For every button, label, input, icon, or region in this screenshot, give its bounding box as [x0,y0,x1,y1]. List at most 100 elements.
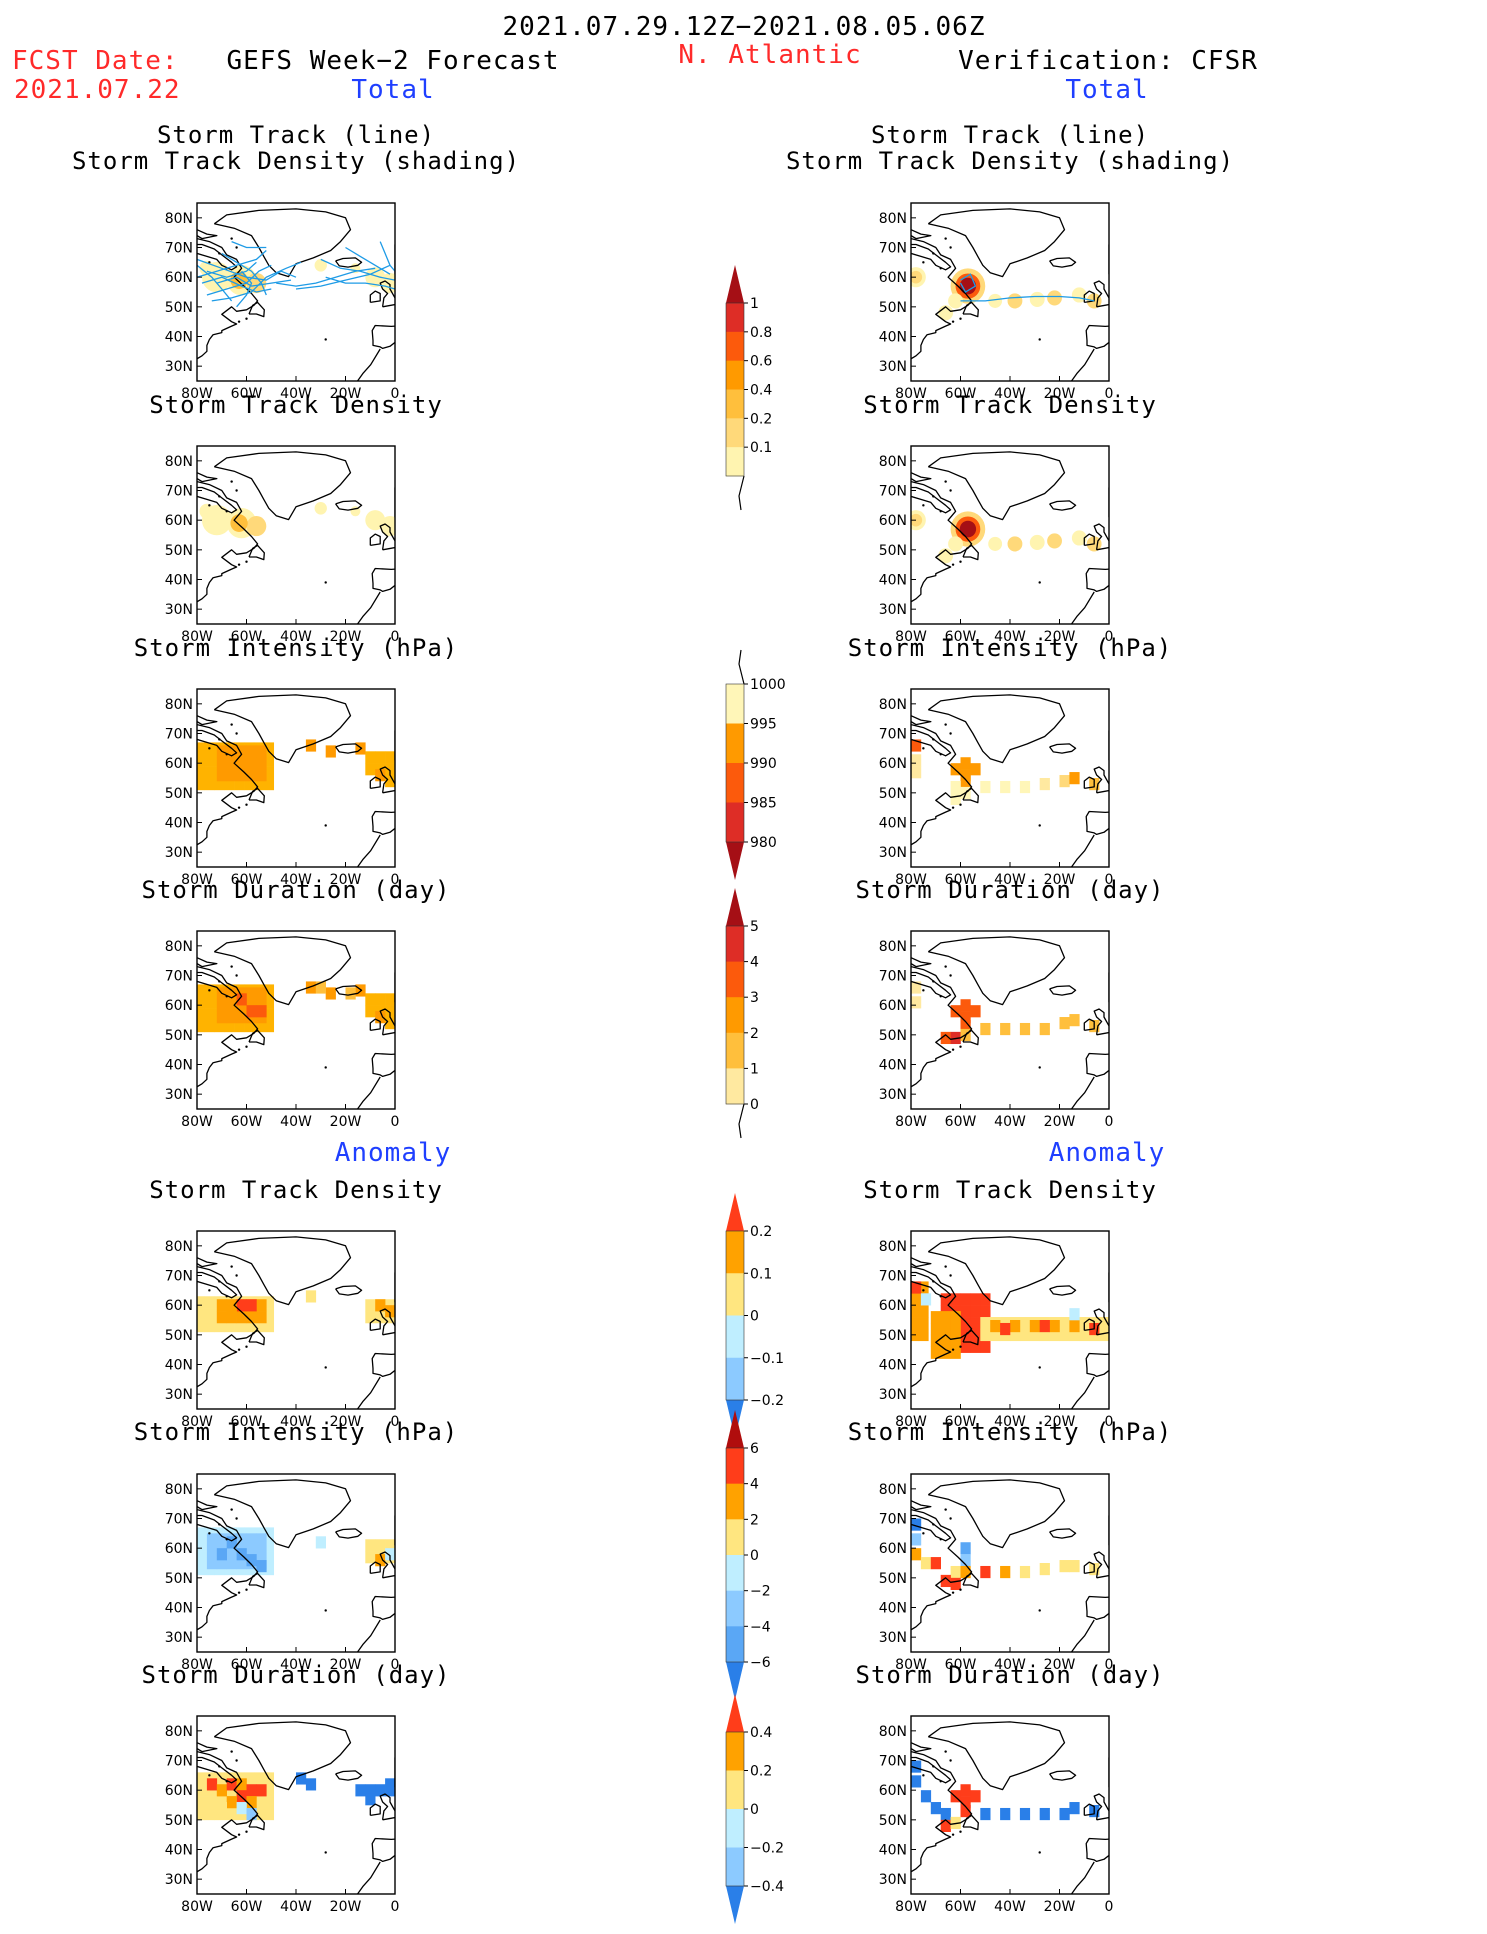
colorbar-intensity-segment [726,723,744,764]
fc-anom-density-cell [375,1299,386,1312]
fc-duration-cell [263,984,275,997]
vf-density-ytick-label: 40N [879,573,907,589]
fc-anom-density-coast-islands [197,1257,218,1268]
colorbar-anom_duration-label: 0 [750,1802,759,1818]
vf-anom-density-island [932,1280,935,1283]
vf-track-xtick-label: 20W [1044,386,1076,402]
fc-duration-coast-canada [197,965,259,1088]
fc-anom-density-cell [197,1320,205,1333]
fc-anom-density-cell [216,1311,227,1324]
forecast-anomaly-label: Anomaly [334,1138,452,1168]
fc-anom-intensity-coast-iberia [371,1595,395,1621]
fc-anom-density-cell [253,1320,265,1333]
vf-duration-xtick-label: 60W [945,1114,977,1130]
fc-anom-density-island [230,1265,233,1268]
vf-anom-density-cell [970,1305,981,1318]
vf-track-ytick-label: 70N [879,241,907,257]
vf-duration-cell [1039,1022,1050,1036]
fc-intensity-cell [395,751,405,763]
vf-track-coast-iceland [1049,257,1077,268]
colorbar-track-label: 0.6 [750,354,772,370]
vf-anom-density-cell [950,1322,961,1336]
fc-track-coast-iceland [335,257,363,268]
fc-anom-intensity-cell [263,1551,275,1564]
vf-track-island [932,252,935,255]
vf-intensity-ytick-label: 50N [879,786,907,802]
fc-density-density-blob [199,503,215,519]
vf-anom-duration-map: 80N 70N 60N 50N 40N 30N 80W 60W 40W 20W 0 [879,1715,1113,1915]
vf-intensity-island [951,806,955,809]
vf-anom-intensity-cell [1019,1565,1031,1579]
fc-duration-coast-ireland [369,1018,381,1032]
fc-track-island [235,246,238,249]
vf-anom-intensity-coast-ireland [1083,1561,1095,1575]
colorbar-track-label: 0.4 [750,383,772,399]
vf-intensity-title-1: Storm Intensity (hPa) [847,634,1173,662]
vf-anom-density-cell [1029,1320,1040,1333]
fc-anom-duration-cell [365,1784,376,1797]
vf-track-xtick-label: 0 [1105,386,1114,402]
vf-anom-intensity-xtick-label: 80W [895,1657,927,1673]
colorbar-duration-label: 1 [750,1061,759,1077]
vf-anom-density-coast-iceland [1049,1285,1077,1296]
fc-intensity-island [208,747,211,750]
vf-duration-island [944,965,947,968]
fc-anom-duration-cell [253,1772,265,1785]
colorbar-track-segment [726,418,744,448]
colorbar-anom_duration-label: 0.2 [750,1764,772,1780]
vf-anom-density-cell [918,1305,929,1318]
vf-anom-intensity-ytick-label: 50N [879,1571,907,1587]
fc-duration-cell [345,987,356,1000]
fc-density-density-blob [246,516,267,537]
fc-anom-density-coast-newfoundland [248,1329,265,1346]
fc-anom-density-cell [395,1311,405,1323]
colorbar-duration-label: 0 [750,1097,759,1113]
fc-track-track-line [231,240,267,249]
fc-intensity-title-1: Storm Intensity (hPa) [133,634,459,662]
vf-anom-density-cell [1069,1328,1080,1342]
fc-intensity-coast-canada [197,723,259,846]
vf-anom-density-cell [1039,1328,1050,1342]
fc-intensity-ytick-label: 60N [165,756,193,772]
vf-duration-island [932,980,935,983]
fc-anom-duration-coast-greenland [213,1721,352,1791]
fc-anom-duration-ytick-label: 70N [165,1754,193,1770]
fc-duration-cell [365,1005,376,1018]
vf-anom-density-cell [960,1305,971,1318]
fc-anom-density-cell [365,1299,376,1312]
vf-duration-cell [1019,1022,1031,1036]
colorbar-anom_intensity-segment [726,1483,744,1520]
vf-anom-intensity-coast-islands [911,1500,932,1511]
vf-density-ytick-label: 70N [879,484,907,500]
fc-intensity-azores [324,824,327,827]
fc-anom-intensity-cell [395,1539,405,1551]
vf-density-coast-greenland [927,451,1066,521]
vf-anom-intensity-cell [1059,1560,1070,1573]
fc-intensity-cell [263,766,275,779]
vf-density-density-blob [1007,536,1023,552]
vf-track-xtick-label: 60W [945,386,977,402]
colorbar-anom_intensity-label: 2 [750,1512,759,1528]
fc-anom-duration-cell [365,1793,376,1806]
vf-anom-duration-island [939,1780,942,1783]
fc-density-ytick-label: 40N [165,573,193,589]
vf-anom-intensity-coast-baffin [911,1514,952,1542]
vf-anom-duration-cell [960,1796,971,1809]
fc-duration-cell [216,999,227,1012]
fc-track-track-line [221,252,267,296]
fc-anom-intensity-cell [206,1557,218,1570]
vf-intensity-cell [970,763,981,776]
fc-duration-cell [197,984,205,997]
fc-anom-intensity-coast-uk [379,1551,395,1579]
fc-intensity-cell [236,769,247,782]
colorbar-anom_intensity-label: −4 [750,1619,771,1635]
vf-anom-duration-cell [960,1805,971,1818]
vf-anom-density-cell [940,1334,951,1347]
fc-duration-cell [197,1020,205,1033]
vf-track-coast-africa [1070,348,1095,381]
fc-intensity-cell [197,754,205,767]
vf-anom-intensity-cell [960,1542,971,1555]
fc-anom-intensity-cell [395,1551,405,1563]
vf-duration-coast-iceland [1049,985,1077,996]
vf-intensity-coast-canada [911,723,973,846]
